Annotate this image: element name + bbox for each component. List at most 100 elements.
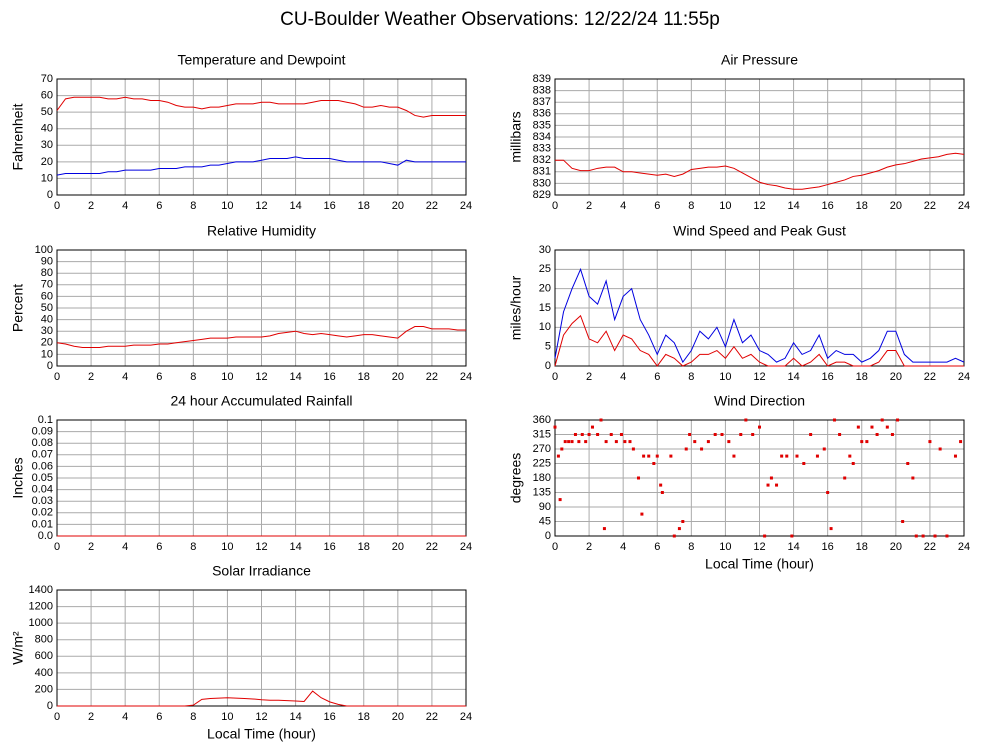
x-tick-label: 4 bbox=[620, 371, 626, 383]
data-point bbox=[567, 440, 571, 444]
y-tick-label: 837 bbox=[533, 96, 551, 108]
x-tick-label: 6 bbox=[156, 711, 162, 723]
y-tick-label: 829 bbox=[533, 189, 551, 201]
data-point bbox=[945, 534, 949, 538]
x-tick-label: 22 bbox=[426, 371, 438, 383]
x-axis-label: Local Time (hour) bbox=[207, 726, 316, 742]
x-tick-label: 20 bbox=[890, 371, 902, 383]
data-point bbox=[911, 476, 915, 480]
y-tick-label: 20 bbox=[41, 337, 53, 349]
y-tick-label: 0.02 bbox=[32, 507, 53, 519]
x-tick-label: 0 bbox=[552, 541, 558, 553]
data-point bbox=[933, 534, 937, 538]
data-point bbox=[628, 440, 632, 444]
x-tick-label: 8 bbox=[190, 371, 196, 383]
data-point bbox=[758, 425, 761, 429]
x-tick-label: 12 bbox=[753, 200, 765, 212]
data-point bbox=[775, 483, 779, 487]
x-tick-label: 16 bbox=[324, 711, 336, 723]
y-tick-label: 270 bbox=[533, 443, 551, 455]
x-tick-label: 20 bbox=[392, 371, 404, 383]
data-line bbox=[554, 267, 965, 364]
data-line bbox=[57, 690, 466, 707]
y-axis-label: miles/hour bbox=[508, 275, 524, 340]
y-tick-label: 0.0 bbox=[38, 530, 53, 542]
x-tick-label: 14 bbox=[787, 371, 799, 383]
data-point bbox=[700, 447, 704, 451]
y-tick-label: 100 bbox=[35, 244, 53, 256]
x-tick-label: 24 bbox=[460, 541, 472, 553]
x-tick-label: 22 bbox=[426, 200, 438, 212]
x-tick-label: 14 bbox=[787, 200, 799, 212]
x-tick-label: 24 bbox=[958, 200, 970, 212]
x-tick-label: 18 bbox=[856, 200, 868, 212]
y-tick-label: 25 bbox=[539, 263, 551, 275]
data-point bbox=[672, 534, 676, 538]
x-tick-label: 6 bbox=[156, 371, 162, 383]
data-point bbox=[856, 425, 860, 429]
x-tick-label: 14 bbox=[289, 541, 301, 553]
y-axis-label: Percent bbox=[10, 284, 26, 332]
plot-frame bbox=[56, 589, 467, 707]
x-tick-label: 18 bbox=[358, 711, 370, 723]
data-point bbox=[744, 418, 748, 422]
x-tick-label: 24 bbox=[460, 711, 472, 723]
x-tick-label: 2 bbox=[586, 371, 592, 383]
y-tick-label: 60 bbox=[41, 89, 53, 101]
x-tick-label: 12 bbox=[753, 541, 765, 553]
x-tick-label: 10 bbox=[221, 371, 233, 383]
data-point bbox=[609, 433, 613, 436]
y-tick-label: 200 bbox=[35, 683, 53, 695]
data-point bbox=[751, 433, 755, 436]
x-tick-label: 2 bbox=[88, 371, 94, 383]
data-point bbox=[826, 491, 830, 494]
y-tick-label: 0.05 bbox=[32, 472, 53, 484]
x-tick-label: 18 bbox=[358, 371, 370, 383]
x-tick-label: 0 bbox=[54, 200, 60, 212]
data-line bbox=[555, 152, 965, 190]
data-point bbox=[713, 433, 717, 436]
x-tick-label: 24 bbox=[958, 541, 970, 553]
page-title: CU-Boulder Weather Observations: 12/22/2… bbox=[280, 9, 720, 30]
plot-frame bbox=[554, 78, 965, 196]
y-tick-label: 90 bbox=[41, 256, 53, 268]
data-point bbox=[693, 440, 697, 444]
data-point bbox=[596, 433, 600, 436]
x-tick-label: 22 bbox=[426, 711, 438, 723]
data-point bbox=[706, 440, 710, 444]
data-point bbox=[558, 498, 562, 502]
chart-title: Wind Speed and Peak Gust bbox=[673, 223, 846, 239]
chart-title: Air Pressure bbox=[721, 52, 798, 68]
data-point bbox=[640, 512, 644, 516]
y-tick-label: 50 bbox=[41, 302, 53, 314]
x-tick-label: 8 bbox=[190, 200, 196, 212]
data-point bbox=[901, 520, 905, 523]
y-axis-label: degrees bbox=[508, 453, 524, 504]
x-tick-label: 6 bbox=[156, 541, 162, 553]
x-tick-label: 10 bbox=[221, 200, 233, 212]
x-tick-label: 12 bbox=[255, 711, 267, 723]
y-tick-label: 0.08 bbox=[32, 437, 53, 449]
data-point bbox=[659, 483, 663, 487]
x-tick-label: 2 bbox=[586, 200, 592, 212]
y-tick-label: 400 bbox=[35, 667, 53, 679]
data-point bbox=[780, 454, 784, 458]
data-point bbox=[599, 418, 603, 422]
x-tick-label: 16 bbox=[324, 541, 336, 553]
data-point bbox=[732, 454, 736, 458]
x-tick-label: 4 bbox=[122, 541, 128, 553]
data-point bbox=[631, 447, 635, 451]
y-tick-label: 60 bbox=[41, 290, 53, 302]
y-tick-label: 0.01 bbox=[32, 518, 53, 530]
data-point bbox=[906, 462, 910, 465]
y-tick-label: 45 bbox=[539, 515, 551, 527]
y-tick-label: 0 bbox=[47, 189, 53, 201]
x-tick-label: 8 bbox=[688, 371, 694, 383]
data-point bbox=[587, 433, 591, 436]
data-point bbox=[727, 440, 731, 444]
chart-title: Temperature and Dewpoint bbox=[177, 52, 345, 68]
data-point bbox=[614, 440, 618, 444]
x-tick-label: 22 bbox=[924, 200, 936, 212]
data-point bbox=[843, 476, 847, 480]
data-point bbox=[815, 454, 819, 458]
